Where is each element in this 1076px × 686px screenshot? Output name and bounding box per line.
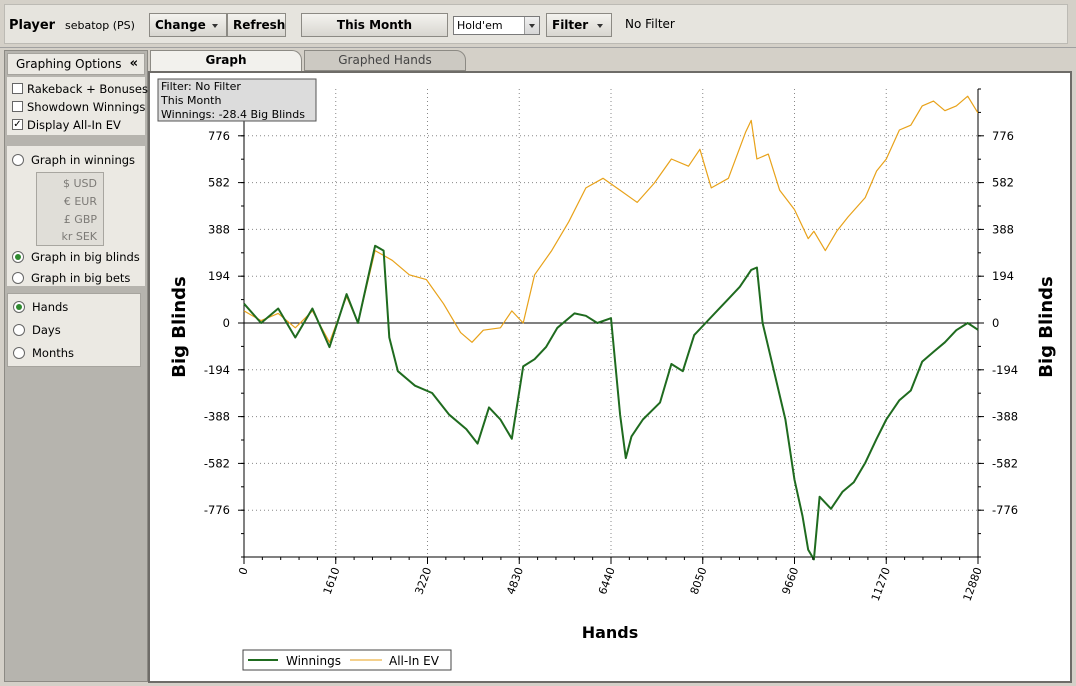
graph-in-winnings-radio[interactable] [12, 154, 24, 166]
refresh-label: Refresh [233, 18, 286, 32]
graph-in-winnings-label: Graph in winnings [31, 153, 136, 167]
currency-list: $ USD € EUR £ GBP kr SEK [36, 172, 104, 246]
y-tick-label-left: -582 [204, 456, 230, 470]
x-tick-label: 4830 [504, 566, 526, 597]
days-label: Days [32, 323, 61, 337]
currency-usd[interactable]: $ USD [63, 177, 97, 190]
chevron-down-icon [597, 24, 603, 28]
hands-label: Hands [32, 300, 69, 314]
x-tick-label: 3220 [413, 566, 435, 597]
graphing-options-title: Graphing Options [16, 57, 122, 71]
y-tick-label-right: 582 [992, 176, 1014, 190]
period-button[interactable]: This Month [301, 13, 448, 37]
legend-winnings-label: Winnings [286, 654, 341, 668]
filter-button[interactable]: Filter [546, 13, 612, 37]
chart-legend: Winnings All-In EV [242, 649, 452, 671]
y-tick-label-left: -776 [204, 503, 230, 517]
chevron-down-icon [212, 24, 218, 28]
y-tick-label-right: 776 [992, 129, 1014, 143]
graph-in-big-blinds-radio[interactable] [12, 251, 24, 263]
currency-gbp[interactable]: £ GBP [63, 213, 97, 226]
filter-info-line3: Winnings: -28.4 Big Blinds [161, 108, 305, 121]
legend-allin-ev-label: All-In EV [389, 654, 440, 668]
currency-eur[interactable]: € EUR [63, 195, 97, 208]
x-axis-group: Hands Days Months [7, 293, 141, 367]
allin-ev-line [243, 95, 979, 343]
y-tick-label-right: -388 [992, 410, 1018, 424]
units-group: Graph in winnings $ USD € EUR £ GBP kr S… [7, 146, 145, 286]
x-tick-label: 6440 [596, 566, 618, 597]
filter-label: Filter [552, 18, 589, 32]
winnings-chart[interactable]: 0 1610 3220 4830 6440 8050 9660 11270 12880 776 77… [150, 73, 1070, 681]
tab-graphed-hands-label: Graphed Hands [338, 53, 432, 67]
y-tick-label-left: -194 [204, 363, 230, 377]
graph-in-big-bets-radio[interactable] [12, 272, 24, 284]
x-tick-label: 12880 [961, 566, 985, 603]
graph-in-big-bets-label: Graph in big bets [31, 271, 131, 285]
graphing-options-panel: Graphing Options « Rakeback + Bonuses Sh… [4, 50, 148, 682]
legend-box [242, 649, 452, 671]
tab-graph-label: Graph [205, 53, 247, 67]
graph-panel: 0 1610 3220 4830 6440 8050 9660 11270 12880 776 77… [148, 71, 1072, 683]
months-label: Months [32, 346, 75, 360]
showdown-checkbox[interactable] [12, 101, 23, 112]
y-tick-label-right: 0 [992, 316, 999, 330]
filter-info-bg [157, 78, 317, 122]
change-label: Change [155, 18, 206, 32]
graph-in-big-blinds-label: Graph in big blinds [31, 250, 140, 264]
chevron-down-icon [529, 24, 535, 28]
chart-series [243, 95, 979, 561]
filter-info-box: Filter: No Filter This Month Winnings: -… [157, 78, 317, 122]
allin-ev-label: Display All-In EV [27, 118, 121, 132]
player-label: Player [9, 18, 56, 33]
y-tick-label-left: 582 [208, 176, 230, 190]
winnings-line [243, 244, 979, 561]
collapse-icon[interactable]: « [129, 56, 138, 71]
player-name: sebatop (PS) [65, 19, 135, 32]
filter-info-line2: This Month [160, 94, 221, 107]
rakeback-label: Rakeback + Bonuses [27, 82, 148, 96]
x-tick-label: 1610 [321, 566, 343, 597]
select-arrow[interactable] [524, 17, 539, 34]
x-tick-label: 11270 [869, 566, 893, 603]
period-label: This Month [336, 18, 413, 32]
top-toolbar: Player sebatop (PS) Change Refresh This … [0, 0, 1076, 48]
change-button[interactable]: Change [149, 13, 227, 37]
y-tick-label-left: -388 [204, 410, 230, 424]
hands-radio[interactable] [13, 301, 25, 313]
rakeback-checkbox[interactable] [12, 83, 23, 94]
display-options-group: Rakeback + Bonuses Showdown Winnings ✓ D… [7, 77, 148, 135]
y-tick-label-right: -194 [992, 363, 1018, 377]
y-tick-label-right: 194 [992, 269, 1014, 283]
refresh-button[interactable]: Refresh [227, 13, 286, 37]
y-axis-title-left: Big Blinds [169, 276, 190, 378]
y-tick-label-left: 0 [223, 316, 230, 330]
tab-graph[interactable]: Graph [150, 50, 302, 71]
y-tick-label-right: -582 [992, 456, 1018, 470]
graphing-options-header[interactable]: Graphing Options « [7, 53, 145, 75]
filter-info-line1: Filter: No Filter [161, 80, 241, 93]
tab-graphed-hands[interactable]: Graphed Hands [304, 50, 466, 71]
y-tick-label-right: 388 [992, 222, 1014, 236]
y-tick-label-right: -776 [992, 503, 1018, 517]
months-radio[interactable] [13, 347, 25, 359]
x-tick-label: 8050 [688, 566, 710, 597]
x-tick-label: 9660 [780, 566, 802, 597]
filter-status: No Filter [625, 17, 675, 31]
game-type-value: Hold'em [457, 19, 503, 32]
game-type-select[interactable]: Hold'em [453, 16, 540, 35]
y-tick-label-left: 388 [208, 222, 230, 236]
currency-sek[interactable]: kr SEK [61, 230, 97, 243]
x-axis-title: Hands [582, 623, 639, 642]
allin-ev-checkbox[interactable]: ✓ [12, 119, 23, 130]
y-tick-label-left: 194 [208, 269, 230, 283]
showdown-label: Showdown Winnings [27, 100, 146, 114]
y-tick-label-left: 776 [208, 129, 230, 143]
x-tick-label: 0 [236, 566, 251, 577]
y-axis-title-right: Big Blinds [1036, 276, 1057, 378]
days-radio[interactable] [13, 324, 25, 336]
